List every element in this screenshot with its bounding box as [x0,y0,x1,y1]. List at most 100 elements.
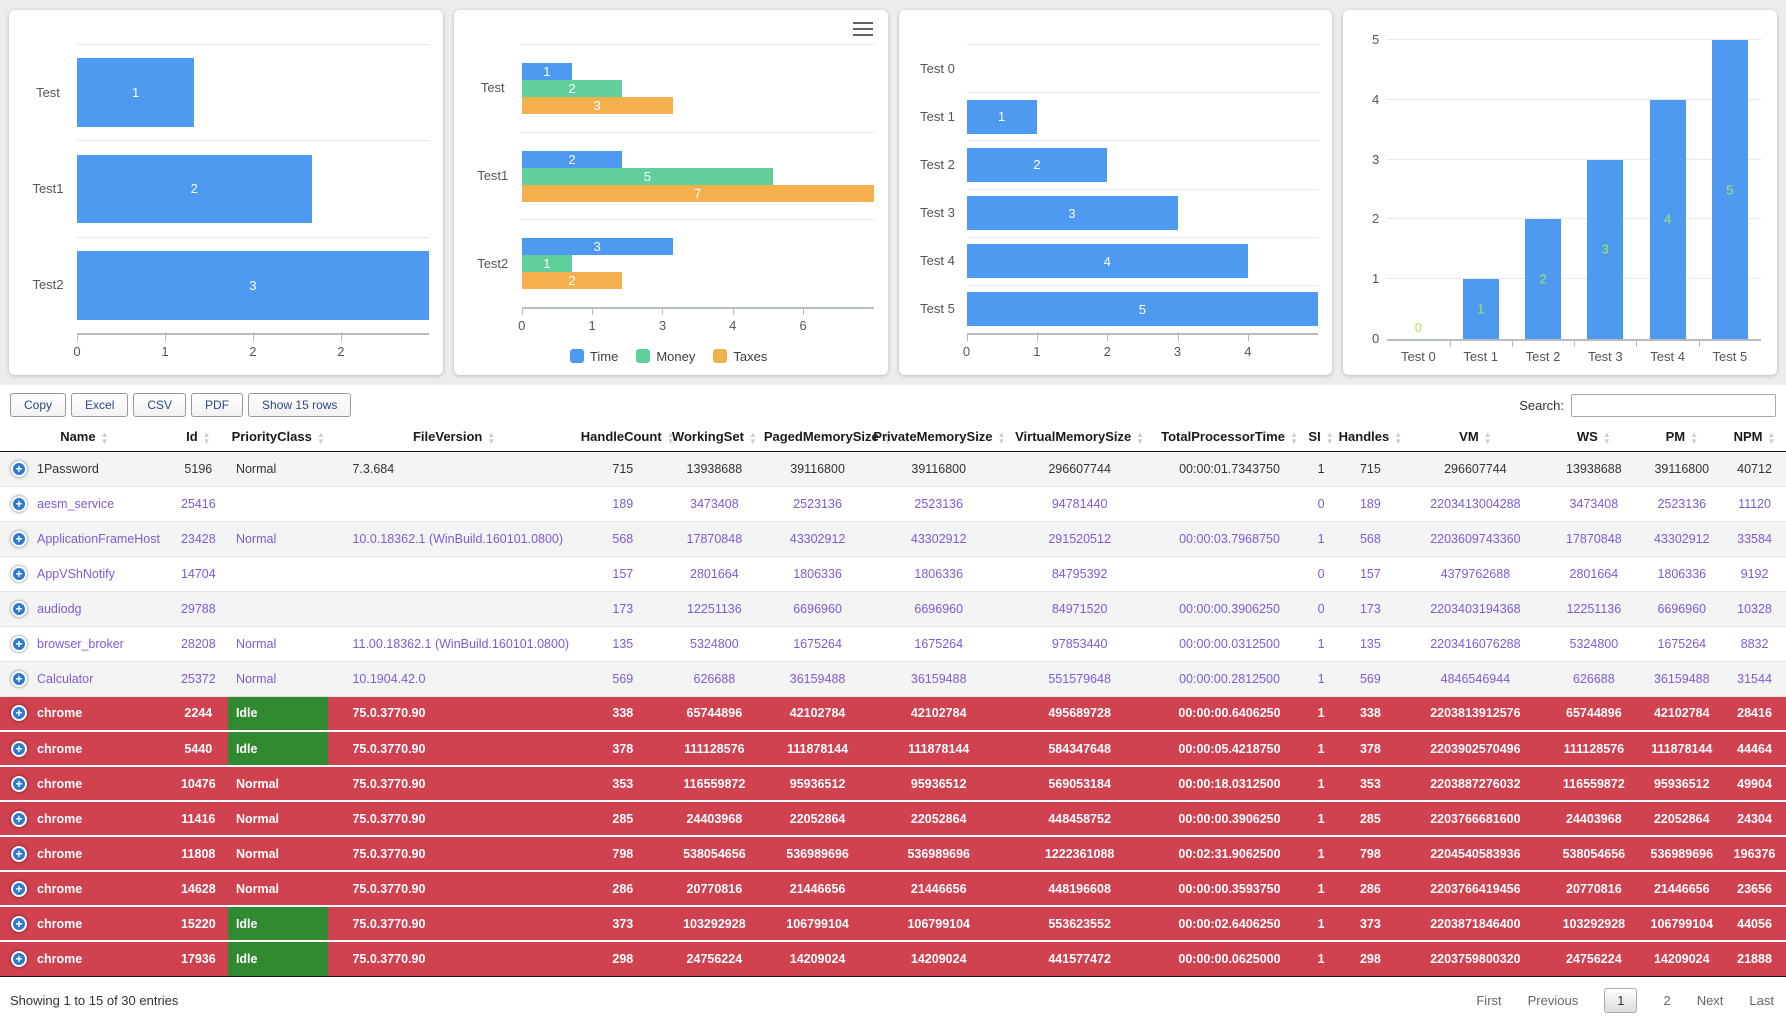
cell-name: + chrome [0,801,169,837]
category-label: Test [480,80,505,96]
cell-si: 1 [1304,661,1338,697]
expand-row-button[interactable]: + [11,775,27,792]
search-input[interactable] [1571,393,1776,417]
cell-file_version: 11.00.18362.1 (WinBuild.160101.0800) [328,626,580,662]
cell-name: + chrome [0,696,169,732]
y-axis-tick-label: 1 [1372,271,1380,287]
cell-ws: 103292928 [1547,906,1641,942]
column-header-pagedmemorysize[interactable]: PagedMemorySize ▲ ▼ [762,424,892,452]
column-header-id[interactable]: Id ▲ ▼ [168,424,228,452]
legend-item[interactable]: Taxes [713,349,767,364]
expand-row-button[interactable]: + [11,670,27,687]
bar: 1 [966,99,1037,134]
column-header-handles[interactable]: Handles ▲ ▼ [1337,424,1404,452]
table-button-copy[interactable]: Copy [10,393,67,417]
column-header-name[interactable]: Name ▲ ▼ [0,424,169,452]
expand-row-button[interactable]: + [11,635,27,652]
column-header-fileversion[interactable]: FileVersion ▲ ▼ [328,424,580,452]
expand-row-button[interactable]: + [11,705,27,722]
bar: 1 [77,58,195,127]
table-button-excel[interactable]: Excel [71,393,129,417]
column-header-privatememorysize[interactable]: PrivateMemorySize ▲ ▼ [872,424,1005,452]
bar-zone: 5 [966,284,1319,333]
page-next[interactable]: Next [1696,992,1724,1008]
page-first[interactable]: First [1476,992,1502,1008]
cell-handle_count: 373 [579,906,666,942]
cell-handle_count: 286 [579,871,666,907]
name-cell: + chrome [5,950,164,967]
column-header-si[interactable]: SI ▲ ▼ [1304,424,1338,452]
cell-id: 25372 [168,661,228,697]
cell-priority: Normal [227,766,329,802]
page-1[interactable]: 1 [1604,987,1638,1013]
cell-si: 1 [1304,941,1338,977]
expand-row-button[interactable]: + [11,740,27,757]
cell-npm: 44056 [1723,906,1786,942]
category-label: Test 4 [920,253,955,269]
expand-row-button[interactable]: + [11,530,27,547]
column-header-totalprocessortime[interactable]: TotalProcessorTime ▲ ▼ [1154,424,1305,452]
cell-si: 1 [1304,626,1338,662]
cell-private_memory_size: 21446656 [872,871,1006,907]
page-2[interactable]: 2 [1663,992,1671,1008]
cell-si: 1 [1304,451,1338,487]
bar: 1 [521,255,572,273]
bar: 5 [1711,40,1748,339]
table-row-chrome-15220: + chrome 15220 Idle 75.0.3770.90 373 103292928… [0,906,1786,942]
expand-row-button[interactable]: + [11,880,27,897]
table-search: Search: [1519,393,1776,417]
bar: 2 [521,79,623,97]
page-last[interactable]: Last [1749,992,1774,1008]
expand-row-button[interactable]: + [11,915,27,932]
name-cell: + Calculator [5,670,164,687]
cell-ws: 626688 [1547,661,1641,697]
cell-file_version: 75.0.3770.90 [328,696,580,732]
column-header-handlecount[interactable]: HandleCount ▲ ▼ [579,424,675,452]
legend-item[interactable]: Time [569,349,618,364]
column-header-pm[interactable]: PM ▲ ▼ [1640,424,1724,452]
cell-name: + chrome [0,906,169,942]
expand-row-button[interactable]: + [11,460,27,477]
column-header-label: FileVersion [412,429,483,445]
table-button-show-15-rows[interactable]: Show 15 rows [248,393,352,417]
x-axis-tick [164,335,166,341]
page-previous[interactable]: Previous [1527,992,1579,1008]
cell-si: 1 [1304,521,1338,557]
column-header-vm[interactable]: VM ▲ ▼ [1403,424,1548,452]
cell-file_version [328,486,580,522]
bar-value-label: 2 [190,181,198,197]
column-header-virtualmemorysize[interactable]: VirtualMemorySize ▲ ▼ [1005,424,1155,452]
expand-row-button[interactable]: + [11,950,27,967]
name-cell: + browser_broker [5,635,164,652]
column-header-ws[interactable]: WS ▲ ▼ [1547,424,1641,452]
cell-private_memory_size: 2523136 [872,486,1006,522]
gridline [1387,98,1761,100]
legend-item[interactable]: Money [636,349,695,364]
cell-private_memory_size: 536989696 [872,836,1006,872]
cell-vm: 2203403194368 [1403,591,1548,627]
column-header-workingset[interactable]: WorkingSet ▲ ▼ [665,424,763,452]
bar: 3 [1587,159,1624,339]
table-button-csv[interactable]: CSV [133,393,187,417]
table-button-pdf[interactable]: PDF [191,393,244,417]
x-axis-tick [521,309,523,315]
column-header-npm[interactable]: NPM ▲ ▼ [1723,424,1786,452]
cell-name: + AppVShNotify [0,556,169,592]
name-cell: + AppVShNotify [5,565,164,582]
x-axis-tick-label: Test 2 [1525,348,1561,364]
expand-row-button[interactable]: + [11,810,27,827]
cell-handles: 569 [1337,661,1404,697]
expand-row-button[interactable]: + [11,495,27,512]
cell-working_set: 5324800 [665,626,763,662]
x-axis-tick-label: 3 [658,318,667,333]
hamburger-menu-icon[interactable] [852,22,873,36]
cell-total_processor_time: 00:00:01.7343750 [1154,451,1305,487]
x-axis-tick-label: Test 5 [1712,348,1748,364]
category-label: Test 5 [920,301,955,317]
column-header-priorityclass[interactable]: PriorityClass ▲ ▼ [227,424,329,452]
cell-handles: 798 [1337,836,1404,872]
expand-row-button[interactable]: + [11,845,27,862]
expand-row-button[interactable]: + [11,600,27,617]
cell-file_version: 75.0.3770.90 [328,871,580,907]
expand-row-button[interactable]: + [11,565,27,582]
